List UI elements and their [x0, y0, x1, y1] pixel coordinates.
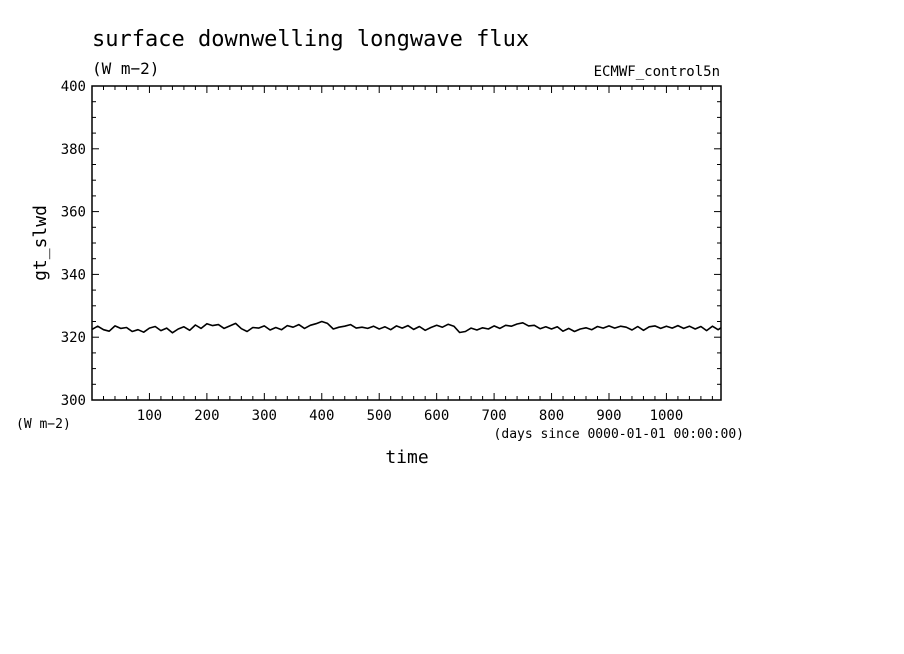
- plot-frame: [91, 85, 722, 401]
- source-label: ECMWF_control5n: [594, 64, 720, 80]
- x-axis-label: time: [385, 447, 428, 468]
- x-tick-label: 200: [194, 408, 219, 424]
- x-tick-label: 300: [252, 408, 277, 424]
- y-tick-labels: 300 320 340 360 380 400: [61, 79, 86, 409]
- y-tick-label: 300: [61, 393, 86, 409]
- x-tick-label: 1000: [650, 408, 684, 424]
- series-line: [91, 320, 722, 334]
- x-tick-label: 900: [596, 408, 621, 424]
- y-tick-label: 320: [61, 330, 86, 346]
- y-tick-label: 400: [61, 79, 86, 95]
- axis-ticks: [92, 85, 721, 401]
- y-tick-label: 340: [61, 267, 86, 283]
- chart-title: surface downwelling longwave flux: [92, 27, 529, 52]
- x-tick-label: 700: [481, 408, 506, 424]
- x-tick-label: 800: [539, 408, 564, 424]
- y-axis-label: gt_slwd: [30, 205, 51, 281]
- x-tick-label: 400: [309, 408, 334, 424]
- x-tick-label: 600: [424, 408, 449, 424]
- x-tick-label: 500: [367, 408, 392, 424]
- y-tick-label: 380: [61, 142, 86, 158]
- y-tick-label: 360: [61, 205, 86, 221]
- chart-units: (W m−2): [92, 59, 159, 78]
- x-tick-labels: 100 200 300 400 500 600 700 800 900 1000: [137, 408, 683, 424]
- x-tick-label: 100: [137, 408, 162, 424]
- x-axis-units: (days since 0000-01-01 00:00:00): [494, 427, 744, 442]
- y-axis-units: (W m−2): [16, 417, 71, 432]
